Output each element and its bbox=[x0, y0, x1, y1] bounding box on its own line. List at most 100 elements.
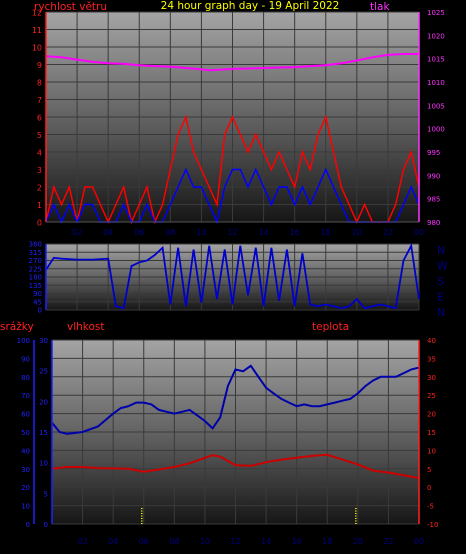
x-tick-label: 18 bbox=[322, 537, 332, 546]
right-tick-label: 20 bbox=[427, 411, 436, 419]
series-line-vlhkost bbox=[51, 364, 420, 435]
y-tick-label: 9 bbox=[37, 61, 42, 70]
far-left-tick-label: 80 bbox=[21, 374, 30, 382]
y-tick-label: 2 bbox=[37, 184, 42, 193]
y-tick-label: 3 bbox=[37, 166, 42, 175]
y-tick-label: 6 bbox=[37, 114, 42, 123]
right-tick-label: -5 bbox=[427, 503, 434, 511]
x-tick-label: 06 bbox=[139, 537, 149, 546]
chart-title: 24 hour graph day - 19 April 2022 bbox=[161, 0, 340, 12]
y-tick-label: 180 bbox=[29, 274, 42, 282]
far-left-tick-label: 60 bbox=[21, 411, 30, 419]
far-left-tick-label: 30 bbox=[21, 466, 30, 474]
y-tick-label: 0 bbox=[38, 307, 42, 315]
x-tick-label: 18 bbox=[321, 228, 331, 237]
right-tick-label: 40 bbox=[427, 337, 436, 345]
x-tick-label: 08 bbox=[169, 537, 179, 546]
left-axis-label-humidity: vlhkost bbox=[67, 321, 105, 333]
left-tick-label: 25 bbox=[39, 368, 48, 376]
x-tick-label: 04 bbox=[108, 537, 118, 546]
series-line-wind-direction bbox=[45, 242, 420, 310]
right-tick-label: 15 bbox=[427, 429, 436, 437]
left-tick-label: 5 bbox=[44, 490, 48, 498]
x-tick-label: 02 bbox=[72, 228, 82, 237]
y-tick-label: 10 bbox=[32, 44, 42, 53]
left-tick-label: 30 bbox=[39, 337, 48, 345]
left-tick-label: 20 bbox=[39, 398, 48, 406]
x-tick-label: 02 bbox=[77, 537, 87, 546]
y-tick-label: 4 bbox=[37, 149, 42, 158]
y-tick-label: 225 bbox=[29, 265, 42, 273]
x-tick-label: 08 bbox=[165, 228, 175, 237]
x-tick-label: 16 bbox=[292, 537, 302, 546]
y-right-tick-label: 1000 bbox=[427, 126, 445, 134]
y-right-tick-label: 1005 bbox=[427, 102, 445, 110]
far-left-axis-label: srážky bbox=[0, 321, 34, 333]
x-tick-label: 14 bbox=[261, 537, 271, 546]
y-right-tick-label: 980 bbox=[427, 219, 440, 227]
far-left-tick-label: 100 bbox=[17, 337, 30, 345]
x-tick-label: 00 bbox=[414, 537, 424, 546]
y-tick-label: 7 bbox=[37, 96, 42, 105]
y-tick-label: 1 bbox=[37, 201, 42, 210]
right-tick-label: 35 bbox=[427, 355, 436, 363]
y-right-tick-label: 985 bbox=[427, 196, 440, 204]
y-right-tick-label: 1015 bbox=[427, 56, 445, 64]
far-left-tick-label: 90 bbox=[21, 355, 30, 363]
far-left-tick-label: 50 bbox=[21, 429, 30, 437]
x-tick-label: 10 bbox=[196, 228, 206, 237]
y-tick-label: 360 bbox=[29, 241, 42, 249]
left-tick-label: 10 bbox=[39, 460, 48, 468]
far-left-tick-label: 20 bbox=[21, 484, 30, 492]
left-axis-label: rychlost větru bbox=[34, 1, 107, 13]
x-tick-label: 22 bbox=[383, 537, 393, 546]
y-tick-label: 90 bbox=[33, 290, 42, 298]
x-tick-label: 04 bbox=[103, 228, 113, 237]
series-line-tlak bbox=[45, 53, 419, 72]
y-right-tick-label: 995 bbox=[427, 149, 440, 157]
y-tick-label: 12 bbox=[32, 9, 42, 18]
y-tick-label: 270 bbox=[29, 257, 42, 265]
left-tick-label: 15 bbox=[39, 429, 48, 437]
compass-label: N bbox=[437, 306, 445, 319]
y-right-tick-label: 1025 bbox=[427, 9, 445, 17]
right-axis-label-temperature: teplota bbox=[312, 321, 349, 333]
right-tick-label: 5 bbox=[427, 466, 431, 474]
compass-label: N bbox=[437, 244, 445, 257]
series-line-teplota bbox=[51, 453, 420, 479]
x-tick-label: 00 bbox=[414, 228, 424, 237]
far-left-tick-label: 0 bbox=[26, 521, 30, 529]
x-tick-label: 14 bbox=[258, 228, 268, 237]
x-tick-label: 16 bbox=[290, 228, 300, 237]
y-right-tick-label: 1010 bbox=[427, 79, 445, 87]
right-tick-label: 0 bbox=[427, 484, 431, 492]
x-tick-label: 10 bbox=[200, 537, 210, 546]
right-axis-label: tlak bbox=[370, 1, 390, 13]
x-tick-label: 22 bbox=[383, 228, 393, 237]
x-tick-label: 20 bbox=[353, 537, 363, 546]
compass-label: W bbox=[437, 260, 448, 273]
compass-label: E bbox=[437, 291, 444, 304]
x-tick-label: 12 bbox=[230, 537, 240, 546]
y-tick-label: 135 bbox=[29, 282, 42, 290]
left-tick-label: 0 bbox=[44, 521, 48, 529]
right-tick-label: 25 bbox=[427, 392, 436, 400]
right-tick-label: -10 bbox=[427, 521, 438, 529]
y-tick-label: 0 bbox=[37, 219, 42, 228]
right-tick-label: 10 bbox=[427, 447, 436, 455]
y-right-tick-label: 990 bbox=[427, 172, 440, 180]
right-tick-label: 30 bbox=[427, 374, 436, 382]
x-tick-label: 12 bbox=[227, 228, 237, 237]
y-tick-label: 45 bbox=[33, 298, 42, 306]
y-tick-label: 8 bbox=[37, 79, 42, 88]
far-left-tick-label: 40 bbox=[21, 447, 30, 455]
y-right-tick-label: 1020 bbox=[427, 32, 445, 40]
y-tick-label: 5 bbox=[37, 131, 42, 140]
far-left-tick-label: 10 bbox=[21, 503, 30, 511]
far-left-tick-label: 70 bbox=[21, 392, 30, 400]
y-tick-label: 315 bbox=[29, 249, 42, 257]
